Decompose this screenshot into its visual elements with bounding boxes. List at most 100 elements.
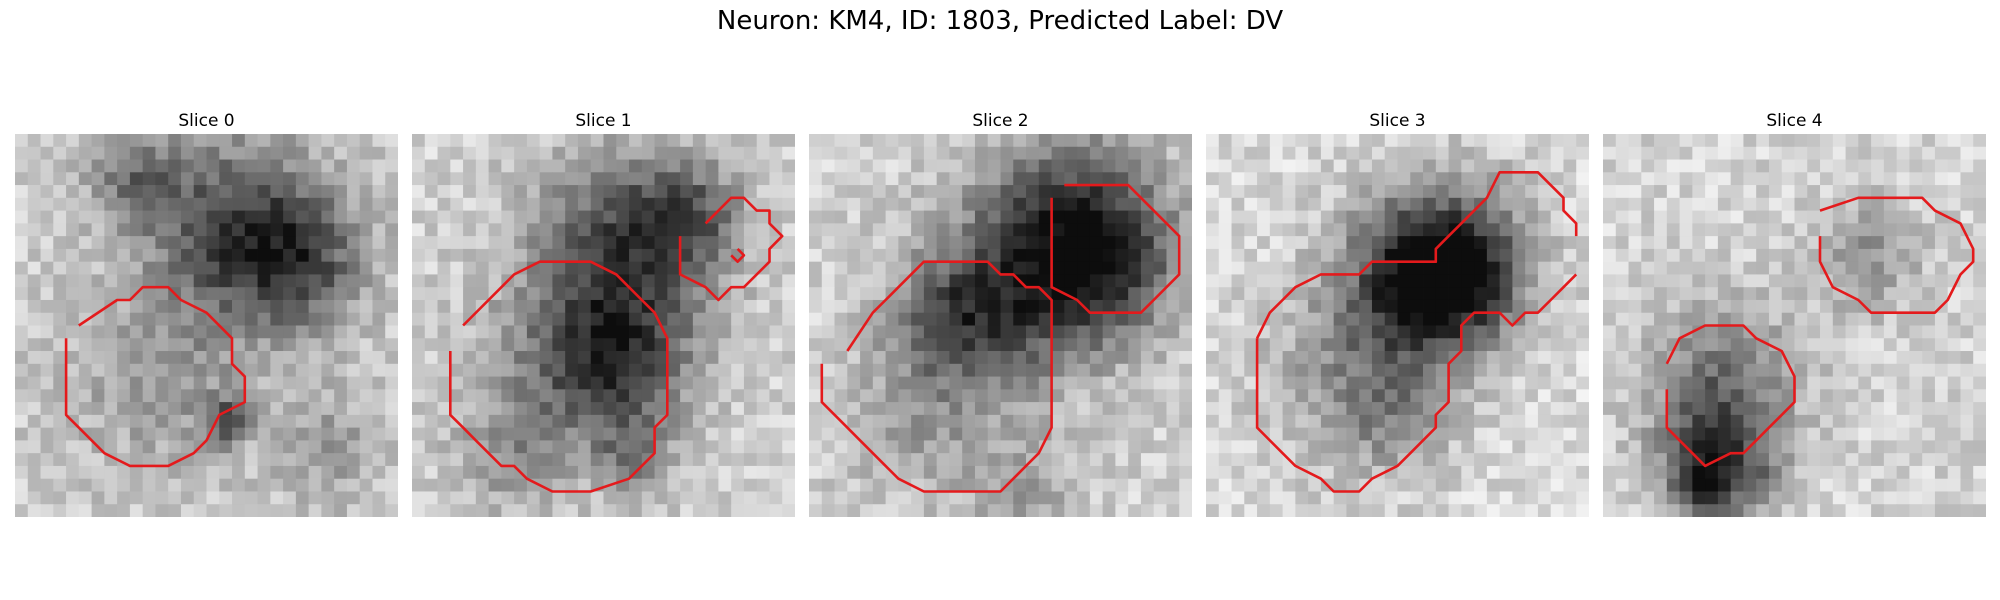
pixel-cell (244, 134, 258, 148)
pixel-cell (1537, 159, 1552, 173)
pixel-cell (1333, 146, 1347, 160)
pixel-cell (539, 453, 553, 467)
pixel-cell (641, 402, 655, 416)
pixel-cell (603, 351, 617, 365)
pixel-cell (1257, 236, 1271, 250)
pixel-cell (1295, 363, 1309, 377)
pixel-cell (743, 261, 758, 275)
pixel-cell (1206, 363, 1220, 377)
pixel-cell (936, 504, 950, 517)
pixel-cell (27, 338, 41, 352)
pixel-cell (1730, 223, 1744, 237)
pixel-cell (1730, 478, 1744, 492)
pixel-cell (1934, 236, 1949, 250)
pixel-cell (1934, 172, 1949, 186)
pixel-cell (1128, 197, 1142, 211)
pixel-cell (1960, 210, 1974, 224)
pixel-cell (1871, 223, 1885, 237)
pixel-cell (974, 504, 989, 517)
pixel-cell (372, 185, 386, 199)
pixel-cell (847, 351, 861, 365)
pixel-cell (66, 325, 80, 339)
pixel-cell (66, 223, 80, 237)
pixel-cell (1781, 351, 1795, 365)
pixel-cell (1871, 248, 1885, 263)
pixel-cell (1730, 287, 1744, 301)
pixel-cell (1499, 351, 1513, 365)
pixel-cell (885, 427, 899, 441)
pixel-cell (705, 338, 719, 352)
pixel-cell (987, 287, 1001, 301)
pixel-cell (1960, 351, 1974, 365)
pixel-cell (1218, 223, 1232, 237)
pixel-cell (1563, 312, 1577, 326)
pixel-cell (1717, 453, 1732, 467)
pixel-cell (346, 478, 361, 492)
pixel-cell (15, 210, 29, 224)
pixel-cell (821, 274, 835, 288)
pixel-cell (987, 210, 1001, 224)
pixel-cell (603, 134, 617, 148)
pixel-cell (270, 236, 284, 250)
pixel-cell (526, 453, 541, 467)
pixel-cell (1934, 351, 1949, 365)
pixel-cell (1563, 504, 1577, 517)
pixel-cell (1244, 440, 1258, 454)
pixel-cell (872, 325, 886, 339)
pixel-cell (1820, 159, 1834, 173)
pixel-cell (104, 172, 118, 186)
pixel-cell (1845, 159, 1859, 173)
pixel-cell (1038, 223, 1052, 237)
pixel-cell (1603, 376, 1617, 390)
pixel-cell (1820, 261, 1834, 275)
pixel-cell (987, 159, 1001, 173)
pixel-cell (1013, 159, 1027, 173)
pixel-cell (346, 223, 361, 237)
pixel-cell (1435, 376, 1449, 390)
pixel-cell (756, 440, 770, 454)
pixel-cell (1525, 159, 1539, 173)
pixel-cell (180, 146, 195, 160)
pixel-cell (1883, 491, 1898, 505)
pixel-cell (1628, 338, 1642, 352)
pixel-cell (1128, 478, 1142, 492)
pixel-cell (1743, 376, 1757, 390)
pixel-cell (1871, 159, 1885, 173)
pixel-cell (718, 185, 732, 199)
pixel-cell (437, 223, 451, 237)
pixel-cell (1909, 159, 1923, 173)
pixel-cell (641, 261, 655, 275)
pixel-cell (1089, 351, 1104, 365)
pixel-cell (15, 453, 29, 467)
pixel-cell (1499, 453, 1513, 467)
pixel-cell (987, 236, 1001, 250)
pixel-cell (1000, 351, 1014, 365)
pixel-cell (244, 465, 258, 480)
pixel-cell (1871, 197, 1885, 211)
pixel-cell (1807, 299, 1821, 314)
pixel-cell (1768, 248, 1783, 263)
pixel-cell (1257, 223, 1271, 237)
pixel-cell (1257, 325, 1271, 339)
pixel-cell (769, 414, 783, 429)
pixel-cell (501, 414, 515, 429)
pixel-cell (321, 351, 335, 365)
pixel-cell (705, 223, 719, 237)
pixel-cell (1257, 465, 1271, 480)
pixel-cell (1153, 185, 1167, 199)
pixel-cell (809, 185, 823, 199)
pixel-cell (1871, 402, 1885, 416)
pixel-cell (412, 146, 426, 160)
pixel-cell (616, 389, 630, 403)
pixel-cell (450, 440, 464, 454)
pixel-cell (1717, 248, 1732, 263)
pixel-cell (1871, 363, 1885, 377)
pixel-cell (1102, 504, 1116, 517)
pixel-cell (847, 134, 861, 148)
pixel-cell (1346, 402, 1360, 416)
pixel-cell (1179, 453, 1192, 467)
pixel-cell (834, 287, 848, 301)
pixel-cell (270, 197, 284, 211)
pixel-cell (385, 338, 398, 352)
pixel-cell (308, 325, 322, 339)
